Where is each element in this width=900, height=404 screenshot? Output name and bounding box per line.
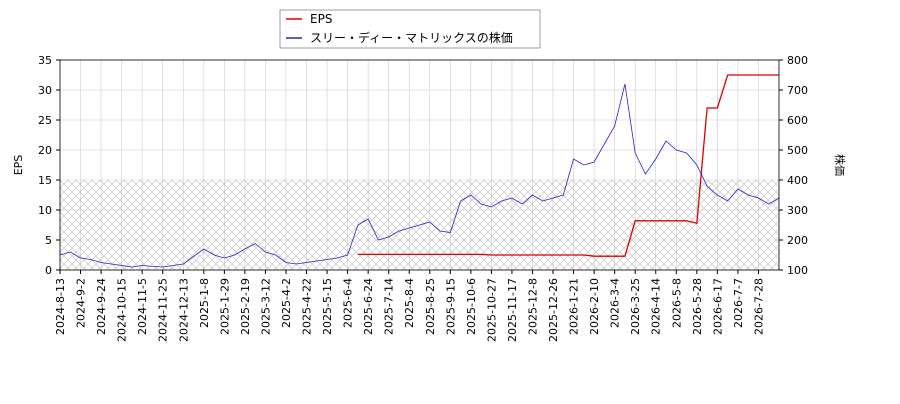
x-tick-label: 2025-1-8 [198, 278, 211, 328]
x-tick-label: 2025-8-4 [403, 278, 416, 328]
plot-frame [59, 59, 780, 271]
x-tick-label: 2024-9-24 [95, 278, 108, 335]
y-tick-label: 15 [38, 174, 52, 187]
x-tick-label: 2025-3-12 [259, 278, 272, 335]
x-tick-label: 2026-4-14 [650, 278, 663, 335]
legend: EPS スリー・ディー・マトリックスの株価 [279, 9, 541, 49]
y-tick-label: 25 [38, 114, 52, 127]
x-tick-label: 2026-7-28 [752, 278, 765, 335]
x-tick-label: 2025-5-15 [321, 278, 334, 335]
y2-tick-label: 600 [787, 114, 808, 127]
series-line [59, 83, 780, 268]
y2-tick-label: 500 [787, 144, 808, 157]
series-line [357, 74, 779, 257]
x-tick-label: 2025-1-29 [218, 278, 231, 335]
x-tick-label: 2026-5-28 [691, 278, 704, 335]
x-tick-label: 2024-11-5 [136, 278, 149, 335]
y2-axis-label: 株価 [833, 154, 847, 176]
x-tick-label: 2025-12-8 [526, 278, 539, 335]
y-tick-label: 20 [38, 144, 52, 157]
x-tick-label: 2025-11-17 [506, 278, 519, 342]
y-tick-label: 35 [38, 54, 52, 67]
y-tick-label: 30 [38, 84, 52, 97]
y2-tick-label: 700 [787, 84, 808, 97]
x-tick-label: 2025-10-6 [465, 278, 478, 335]
y-axis-label: EPS [12, 155, 25, 176]
axes: 0 5 10 15 20 25 30 35 100 200 300 400 500 600 700 800 20… [38, 54, 808, 342]
x-tick-label: 2025-10-27 [485, 278, 498, 342]
x-tick-label: 2024-8-13 [54, 278, 67, 335]
x-tick-label: 2025-6-4 [342, 278, 355, 328]
y2-tick-label: 300 [787, 204, 808, 217]
y-tick-label: 10 [38, 204, 52, 217]
lines [59, 74, 780, 268]
x-tick-label: 2026-2-10 [588, 278, 601, 335]
x-tick-label: 2026-7-7 [732, 278, 745, 328]
x-tick-label: 2025-4-2 [280, 278, 293, 328]
legend-box [279, 9, 541, 49]
x-tick-label: 2026-3-4 [609, 278, 622, 328]
x-tick-label: 2025-9-15 [444, 278, 457, 335]
x-tick-label: 2025-7-14 [383, 278, 396, 335]
x-tick-label: 2026-6-17 [711, 278, 724, 335]
x-tick-label: 2024-10-15 [116, 278, 129, 342]
y2-tick-label: 200 [787, 234, 808, 247]
x-tick-label: 2026-1-21 [568, 278, 581, 335]
x-tick-label: 2025-12-26 [547, 278, 560, 342]
x-tick-label: 2025-6-24 [362, 278, 375, 335]
x-tick-label: 2026-5-8 [670, 278, 683, 328]
y2-tick-label: 100 [787, 264, 808, 277]
y2-tick-label: 400 [787, 174, 808, 187]
y-tick-label: 5 [45, 234, 52, 247]
x-tick-label: 2026-3-25 [629, 278, 642, 335]
legend-label: スリー・ディー・マトリックスの株価 [310, 30, 513, 45]
x-tick-label: 2024-9-2 [75, 278, 88, 328]
x-tick-label: 2025-4-22 [301, 278, 314, 335]
x-tick-label: 2024-12-13 [177, 278, 190, 342]
y-tick-label: 0 [45, 264, 52, 277]
x-tick-label: 2025-2-19 [239, 278, 252, 335]
legend-label: EPS [310, 12, 332, 26]
x-tick-label: 2025-8-25 [424, 278, 437, 335]
y2-tick-label: 800 [787, 54, 808, 67]
x-tick-label: 2024-11-25 [157, 278, 170, 342]
